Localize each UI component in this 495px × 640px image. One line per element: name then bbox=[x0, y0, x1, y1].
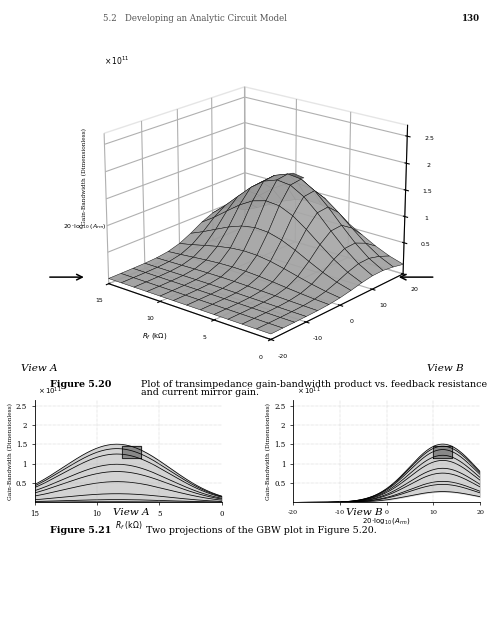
Text: Figure 5.21: Figure 5.21 bbox=[50, 526, 111, 535]
Text: and current mirror gain.: and current mirror gain. bbox=[141, 388, 259, 397]
Text: View A: View A bbox=[21, 364, 58, 372]
Text: $\times\,10^{11}$: $\times\,10^{11}$ bbox=[39, 386, 62, 397]
X-axis label: $20\!\cdot\!\log_{10}(A_{rm})$: $20\!\cdot\!\log_{10}(A_{rm})$ bbox=[362, 516, 411, 527]
Text: View B: View B bbox=[427, 364, 464, 372]
Text: View A: View A bbox=[113, 508, 149, 516]
Y-axis label: Gain-Bandwidth (Dimensionless): Gain-Bandwidth (Dimensionless) bbox=[8, 403, 13, 500]
X-axis label: $R_f\ (\mathrm{k}\Omega)$: $R_f\ (\mathrm{k}\Omega)$ bbox=[114, 520, 142, 532]
Text: View B: View B bbox=[346, 508, 382, 516]
Text: 130: 130 bbox=[462, 14, 480, 23]
Text: 5.2   Developing an Analytic Circuit Model: 5.2 Developing an Analytic Circuit Model bbox=[103, 14, 287, 23]
Text: $\times\,10^{11}$: $\times\,10^{11}$ bbox=[104, 54, 130, 67]
Text: $\times\,10^{11}$: $\times\,10^{11}$ bbox=[297, 386, 320, 397]
Text: Plot of transimpedance gain-bandwidth product vs. feedback resistance: Plot of transimpedance gain-bandwidth pr… bbox=[141, 380, 487, 388]
Y-axis label: Gain-Bandwidth (Dimensionless): Gain-Bandwidth (Dimensionless) bbox=[266, 403, 271, 500]
Text: Figure 5.20: Figure 5.20 bbox=[50, 380, 111, 388]
Text: Two projections of the GBW plot in Figure 5.20.: Two projections of the GBW plot in Figur… bbox=[146, 526, 377, 535]
Text: Gain-Bandwidth (Dimensionless): Gain-Bandwidth (Dimensionless) bbox=[82, 128, 87, 225]
